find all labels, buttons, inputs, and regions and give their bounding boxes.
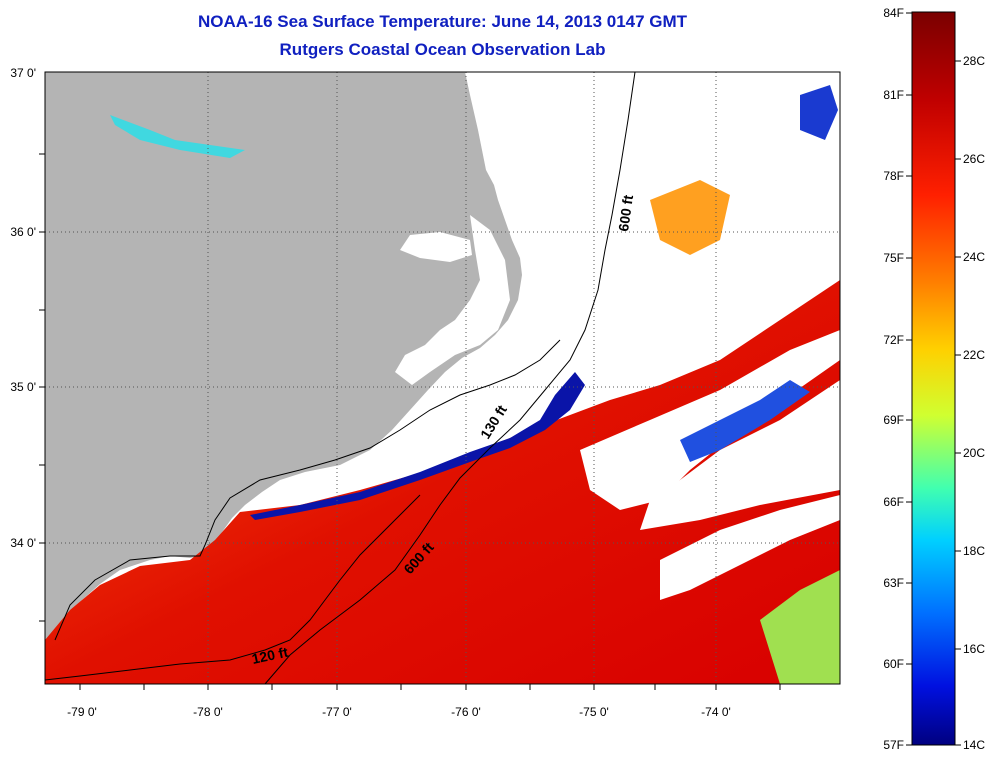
cyan-patch-nw [110,115,245,158]
lon-label: -75 0' [579,705,609,719]
colorbar-label-f: 78F [883,169,904,183]
axis-ticks [39,153,781,690]
colorbar-label-f: 66F [883,495,904,509]
warm-patch-north [650,180,730,255]
colorbar-label-f: 75F [883,251,904,265]
lat-label: 37 0' [10,66,36,80]
pamlico-sound [395,215,510,385]
colorbar-label-f: 72F [883,333,904,347]
lon-label: -78 0' [193,705,223,719]
colorbar-label-c: 26C [963,152,985,166]
green-patch-se [760,570,840,684]
colorbar-label-c: 18C [963,544,985,558]
colorbar-label-c: 28C [963,54,985,68]
plot-frame [44,71,841,685]
isobath-lines [44,71,636,685]
warm-water-shelf [45,280,840,684]
cool-patch-north [800,85,838,140]
map-subtitle: Rutgers Coastal Ocean Observation Lab [279,40,606,59]
land-mass [45,72,522,684]
colorbar [911,11,956,746]
isobath-label-600ft-north: 600 ft [615,194,636,233]
map-plot-area [45,72,840,684]
colorbar-label-c: 20C [963,446,985,460]
colorbar-label-c: 22C [963,348,985,362]
colorbar-label-f: 57F [883,738,904,752]
lat-label: 35 0' [10,380,36,394]
lon-label: -77 0' [322,705,352,719]
map-title: NOAA-16 Sea Surface Temperature: June 14… [197,12,688,31]
cloud-gap-1 [580,330,840,510]
lon-label: -79 0' [67,705,97,719]
lat-label: 34 0' [10,536,36,550]
isobath-label-120ft: 120 ft [250,644,289,667]
colorbar-label-f: 84F [883,6,904,20]
colorbar-ticks [906,12,961,746]
colorbar-label-f: 69F [883,413,904,427]
albemarle-sound [400,232,472,262]
lon-label: -74 0' [701,705,731,719]
colorbar-label-c: 24C [963,250,985,264]
graticule [45,72,840,684]
colorbar-label-c: 16C [963,642,985,656]
colorbar-label-f: 60F [883,657,904,671]
cloud-gap-2 [660,495,840,600]
colorbar-label-f: 63F [883,576,904,590]
colorbar-label-c: 14C [963,738,985,752]
lat-label: 36 0' [10,225,36,239]
colorbar-label-f: 81F [883,88,904,102]
lon-label: -76 0' [451,705,481,719]
cool-patch-offshore [680,380,810,462]
